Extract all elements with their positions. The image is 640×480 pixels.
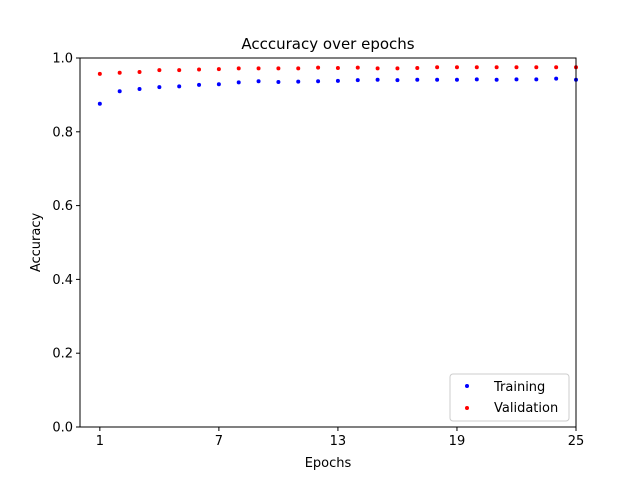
validation-point-2: [117, 70, 122, 75]
training-point-9: [256, 79, 261, 84]
legend-marker-training: [465, 384, 469, 388]
y-tick-label-5: 1.0: [52, 52, 73, 67]
validation-point-7: [216, 67, 221, 72]
training-point-4: [157, 85, 162, 90]
plot-area: [79, 57, 578, 428]
legend: Training Validation: [449, 373, 570, 422]
validation-point-10: [276, 66, 281, 71]
training-point-5: [177, 84, 182, 89]
validation-point-8: [236, 66, 241, 71]
x-tick-label-19: 19: [449, 434, 466, 449]
training-point-2: [117, 89, 122, 94]
x-tick-label-1: 1: [96, 434, 104, 449]
training-point-3: [137, 86, 142, 91]
y-tick-label-4: 0.8: [52, 125, 73, 140]
chart-title: Acccuracy over epochs: [241, 35, 414, 53]
validation-point-11: [296, 66, 301, 71]
validation-point-5: [177, 68, 182, 73]
training-point-22: [514, 77, 519, 82]
validation-point-22: [514, 65, 519, 70]
training-point-17: [415, 77, 420, 82]
training-point-24: [554, 76, 559, 81]
training-point-21: [494, 77, 499, 82]
training-point-12: [316, 79, 321, 84]
training-point-7: [216, 82, 221, 87]
x-axis-label: Epochs: [305, 456, 352, 471]
validation-point-23: [534, 65, 539, 70]
y-tick-label-3: 0.6: [52, 199, 73, 214]
training-point-1: [97, 101, 102, 106]
training-point-11: [296, 79, 301, 84]
training-point-6: [197, 82, 202, 87]
validation-point-6: [197, 67, 202, 72]
x-tick-label-7: 7: [215, 434, 223, 449]
legend-marker-validation: [465, 406, 469, 410]
y-tick-label-1: 0.2: [52, 347, 73, 362]
training-point-19: [454, 77, 459, 82]
validation-point-20: [474, 65, 479, 70]
training-point-8: [236, 80, 241, 85]
validation-point-16: [395, 66, 400, 71]
training-point-16: [395, 78, 400, 83]
legend-label-validation: Validation: [494, 401, 558, 416]
y-tick-label-0: 0.0: [52, 421, 73, 436]
x-tick-label-25: 25: [568, 434, 585, 449]
markers-layer: [97, 65, 578, 106]
validation-point-15: [375, 66, 380, 71]
validation-point-18: [435, 65, 440, 70]
validation-point-9: [256, 66, 261, 71]
training-point-13: [335, 78, 340, 83]
validation-point-17: [415, 65, 420, 70]
training-point-23: [534, 77, 539, 82]
validation-point-13: [335, 65, 340, 70]
series-validation: [97, 65, 578, 76]
validation-point-4: [157, 68, 162, 73]
series-training: [97, 76, 578, 106]
validation-point-19: [454, 65, 459, 70]
y-axis: 0.0 0.2 0.4 0.6 0.8 1.0: [52, 52, 80, 436]
y-axis-label: Accuracy: [29, 213, 44, 273]
y-tick-label-2: 0.4: [52, 273, 73, 288]
validation-point-1: [97, 71, 102, 76]
training-point-18: [435, 77, 440, 82]
validation-point-12: [316, 65, 321, 70]
training-point-10: [276, 79, 281, 84]
training-point-14: [355, 78, 360, 83]
validation-point-21: [494, 65, 499, 70]
legend-box: [449, 373, 570, 422]
validation-point-24: [554, 65, 559, 70]
x-tick-label-13: 13: [330, 434, 347, 449]
training-point-15: [375, 77, 380, 82]
plot-frame: [79, 57, 577, 428]
x-axis: 1 7 13 19 25: [96, 427, 585, 449]
legend-label-training: Training: [493, 380, 545, 395]
validation-point-14: [355, 65, 360, 70]
validation-point-3: [137, 70, 142, 75]
training-point-20: [474, 77, 479, 82]
